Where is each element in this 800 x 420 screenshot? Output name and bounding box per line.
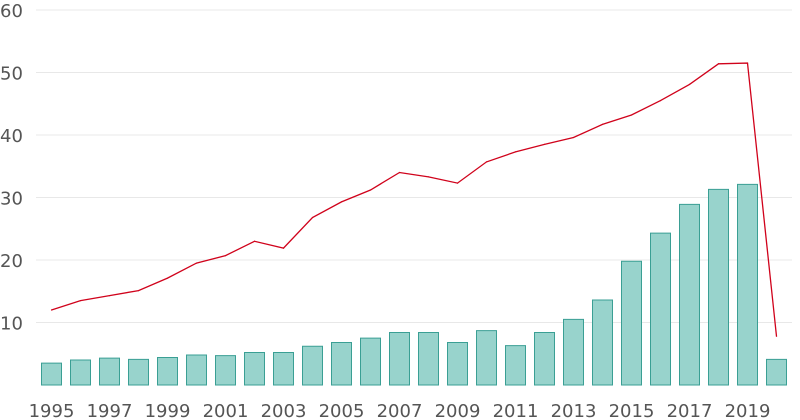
bar <box>447 342 468 386</box>
x-tick-label: 2017 <box>667 401 713 420</box>
line-point <box>717 63 720 65</box>
x-tick-label: 2005 <box>319 401 365 420</box>
x-tick-label: 2019 <box>725 401 771 420</box>
line-point <box>253 240 256 242</box>
line-point <box>195 262 198 264</box>
line-point <box>659 100 662 102</box>
bar <box>99 357 120 386</box>
bar <box>592 299 613 386</box>
line-point <box>108 295 111 297</box>
bar <box>563 318 584 386</box>
bar-series <box>41 183 787 386</box>
x-tick-label: 2007 <box>377 401 423 420</box>
line-point <box>311 216 314 219</box>
y-tick-label: 30 <box>0 189 23 210</box>
bar <box>244 352 265 386</box>
bar <box>70 359 91 386</box>
y-tick-label: 50 <box>0 64 23 85</box>
line-point <box>137 290 140 292</box>
line-point <box>485 161 488 163</box>
x-tick-label: 1995 <box>29 401 75 420</box>
bar <box>331 342 352 386</box>
bar <box>186 354 207 386</box>
x-tick-label: 2001 <box>203 401 249 420</box>
bar <box>360 337 381 386</box>
x-tick-label: 1999 <box>145 401 191 420</box>
line-point <box>543 143 546 145</box>
line-point <box>224 255 227 257</box>
bar <box>476 330 497 386</box>
line-point <box>572 136 575 139</box>
line-point <box>50 309 53 311</box>
line-point <box>688 83 691 85</box>
bar <box>708 188 729 386</box>
line-point <box>456 182 459 184</box>
bar <box>621 260 642 386</box>
gridlines <box>36 9 792 323</box>
y-tick-label: 40 <box>0 126 23 147</box>
x-axis: 1995 1997 1999 2001 2003 2005 2007 2009 2011 2013… <box>29 401 771 420</box>
bar <box>679 203 700 386</box>
bar <box>505 345 526 386</box>
line-point <box>282 247 285 249</box>
bar <box>418 332 439 386</box>
line-point <box>630 114 633 116</box>
x-tick-label: 2015 <box>609 401 655 420</box>
line-point <box>398 171 401 174</box>
bar <box>128 358 149 386</box>
x-tick-label: 2009 <box>435 401 481 420</box>
bar <box>737 183 758 386</box>
bar <box>215 355 236 386</box>
line-path <box>51 62 778 337</box>
line-point <box>775 335 778 337</box>
bar <box>273 352 294 386</box>
line-point <box>340 201 343 203</box>
x-tick-label: 2011 <box>493 401 539 420</box>
bar <box>534 332 555 386</box>
bar <box>157 357 178 386</box>
line-series <box>50 62 778 337</box>
line-point <box>79 300 82 302</box>
x-tick-label: 2003 <box>261 401 307 420</box>
line-point <box>427 176 430 178</box>
line-point <box>746 62 749 64</box>
line-point <box>166 277 169 279</box>
bar <box>302 345 323 386</box>
bar <box>650 232 671 386</box>
y-tick-label: 10 <box>0 314 23 335</box>
y-tick-label: 60 <box>0 1 23 22</box>
bar <box>41 362 62 386</box>
bar <box>766 358 787 386</box>
y-axis: 10 20 30 40 50 60 <box>0 1 23 335</box>
line-point <box>601 123 604 125</box>
x-tick-label: 1997 <box>87 401 133 420</box>
y-tick-label: 20 <box>0 251 23 272</box>
line-point <box>514 151 517 153</box>
line-point <box>369 189 372 191</box>
x-tick-label: 2013 <box>551 401 597 420</box>
bar <box>389 332 410 386</box>
